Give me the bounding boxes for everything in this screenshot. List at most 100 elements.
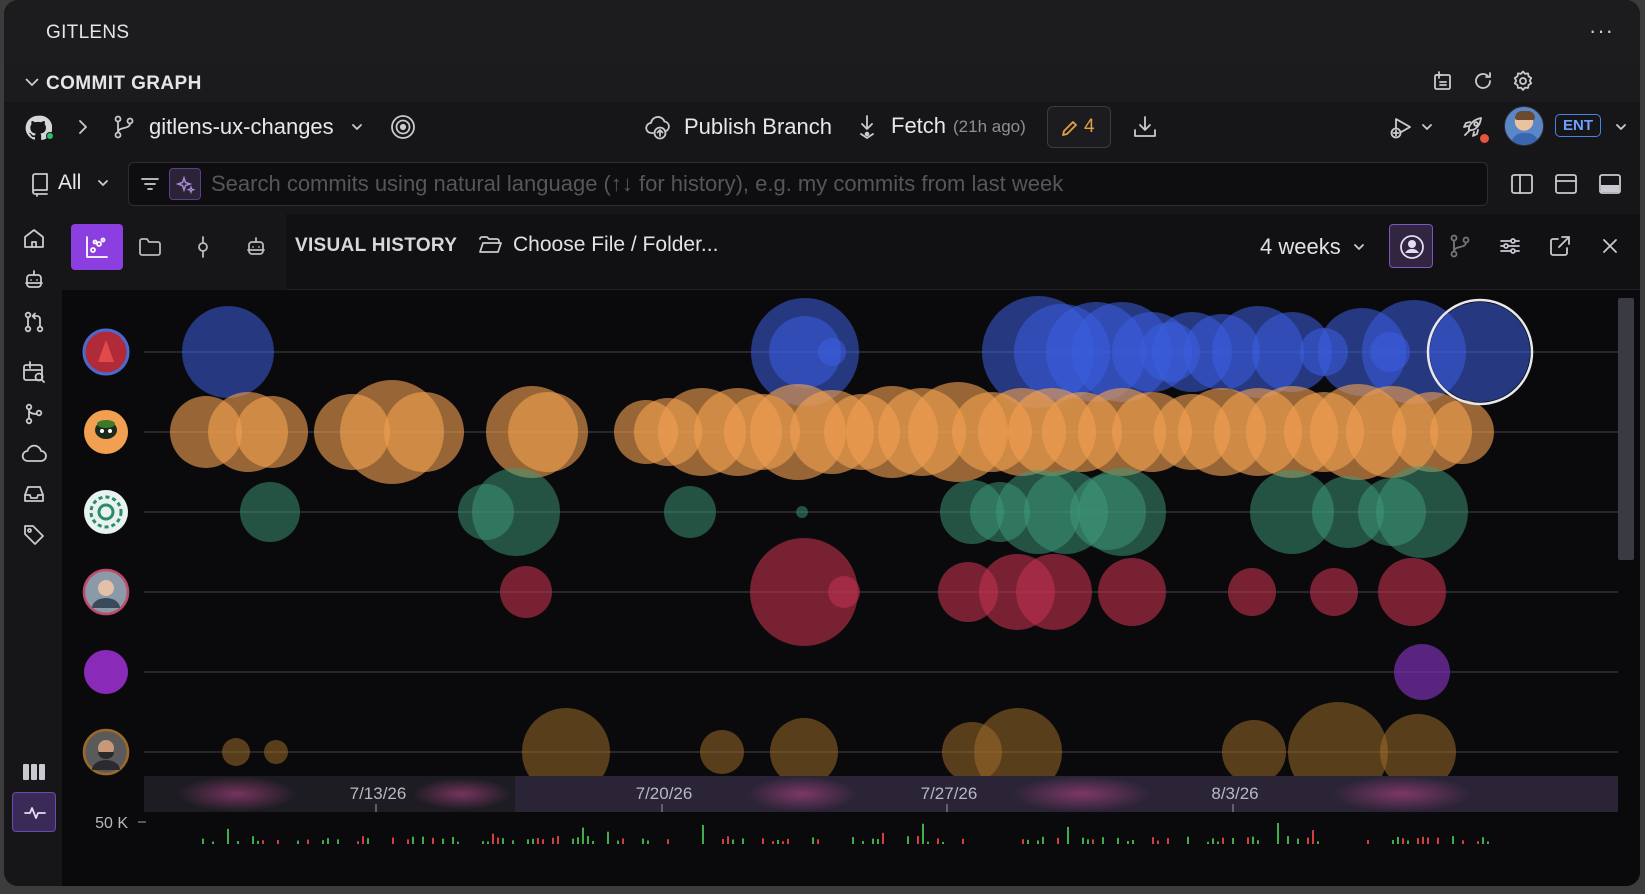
section-header[interactable]: COMMIT GRAPH (4, 64, 1640, 102)
layout-bottom-panel-icon[interactable] (1594, 168, 1626, 200)
author-avatar[interactable] (82, 568, 130, 616)
commit-bubble[interactable] (182, 306, 274, 398)
commit-bubble[interactable] (769, 316, 841, 388)
commit-bubble[interactable] (1394, 644, 1450, 700)
visual-history-chart[interactable]: 7/13/26 7/20/26 7/27/26 8/3/26 50 K (62, 290, 1640, 886)
commit-bubble[interactable] (700, 730, 744, 774)
github-icon[interactable] (20, 110, 56, 146)
home-icon[interactable] (18, 222, 50, 254)
commit-bubble[interactable] (522, 708, 610, 796)
volume-bar (922, 823, 924, 844)
commit-bubble[interactable] (664, 486, 716, 538)
commit-bubble[interactable] (222, 738, 250, 766)
commit-bubble[interactable] (818, 338, 846, 366)
target-icon[interactable] (386, 110, 420, 144)
visual-history-nav[interactable] (12, 792, 56, 832)
branch-name[interactable]: gitlens-ux-changes (149, 114, 334, 139)
commit-bubble[interactable] (236, 396, 308, 468)
ai-agent-icon[interactable] (18, 264, 50, 296)
commit-bubble[interactable] (240, 482, 300, 542)
chevron-down-icon[interactable] (22, 72, 42, 92)
commit-bubble[interactable] (1250, 470, 1334, 554)
more-actions-icon[interactable]: ··· (1589, 18, 1614, 43)
folder-open-icon[interactable] (476, 231, 504, 259)
ai-search-toggle[interactable] (169, 168, 201, 200)
group-by-author-toggle[interactable] (1389, 224, 1433, 268)
commit-bubble[interactable] (974, 708, 1062, 796)
author-avatar[interactable] (84, 410, 128, 454)
commit-bubble[interactable] (796, 506, 808, 518)
inspect-icon[interactable] (18, 356, 50, 388)
tab-ai-agent[interactable] (230, 224, 282, 270)
chevron-down-icon[interactable] (1418, 118, 1436, 136)
tag-icon[interactable] (18, 518, 50, 550)
period-selector[interactable]: 4 weeks (1260, 234, 1341, 259)
rocket-icon[interactable] (1456, 110, 1490, 144)
commit-bubble[interactable] (1378, 558, 1446, 626)
commit-bubble[interactable] (750, 538, 858, 646)
volume-bar (882, 832, 884, 844)
layout-sidebar-icon[interactable] (1506, 168, 1538, 200)
commit-bubble[interactable] (1016, 554, 1092, 630)
fetch-icon[interactable] (852, 110, 882, 144)
commit-bubble[interactable] (500, 566, 552, 618)
commit-bubble[interactable] (1380, 714, 1456, 790)
scope-selector[interactable]: All (58, 171, 82, 194)
tab-visual-history[interactable] (71, 224, 123, 270)
launchpad-icon[interactable] (1384, 110, 1418, 144)
adjust-settings-icon[interactable] (1494, 230, 1526, 262)
chevron-down-icon[interactable] (94, 174, 112, 192)
commit-bubble[interactable] (770, 718, 838, 786)
commit-bubble[interactable] (384, 392, 464, 472)
open-external-icon[interactable] (1544, 230, 1576, 262)
fetch-button[interactable]: Fetch (891, 113, 947, 138)
commit-bubble[interactable] (1222, 720, 1286, 784)
commit-bubble[interactable] (1430, 400, 1494, 464)
panel-columns-icon[interactable] (18, 758, 50, 786)
commit-bubble[interactable] (1376, 466, 1468, 558)
author-avatar[interactable] (84, 650, 128, 694)
search-box[interactable] (128, 162, 1488, 206)
commit-bubble[interactable] (1310, 568, 1358, 616)
chevron-down-icon[interactable] (348, 118, 366, 136)
commit-bubble[interactable] (1228, 568, 1276, 616)
new-worktree-icon[interactable] (1428, 66, 1458, 96)
tab-commit[interactable] (177, 224, 229, 270)
notification-dot (1480, 134, 1489, 143)
author-avatar[interactable] (82, 328, 130, 376)
commit-bubble[interactable] (1098, 558, 1166, 626)
close-icon[interactable] (1594, 230, 1626, 262)
vertical-scrollbar[interactable] (1618, 298, 1634, 560)
selected-commit-ring[interactable] (1426, 298, 1534, 406)
user-avatar[interactable] (1504, 106, 1544, 146)
chevron-down-icon[interactable] (1350, 238, 1368, 256)
chevron-down-icon[interactable] (1612, 118, 1630, 136)
tab-file-history[interactable] (124, 224, 176, 270)
commit-bubble[interactable] (1430, 302, 1530, 402)
cloud-icon[interactable] (18, 438, 50, 470)
filter-icon[interactable] (137, 171, 163, 197)
cloud-upload-icon[interactable] (644, 110, 674, 144)
plan-badge[interactable]: ENT (1555, 114, 1601, 137)
author-avatar[interactable] (82, 728, 130, 776)
inbox-icon[interactable] (18, 478, 50, 510)
commit-bubble[interactable] (508, 392, 588, 472)
working-changes-button[interactable]: 4 (1047, 106, 1111, 148)
choose-file-folder-button[interactable]: Choose File / Folder... (513, 233, 719, 256)
author-avatar[interactable] (84, 490, 128, 534)
layout-panel-icon[interactable] (1550, 168, 1582, 200)
source-control-icon[interactable] (18, 398, 50, 430)
folder-icon (139, 238, 161, 256)
commit-bubble[interactable] (264, 740, 288, 764)
publish-branch-button[interactable]: Publish Branch (684, 114, 832, 139)
download-icon[interactable] (1128, 110, 1162, 144)
commit-bubble[interactable] (828, 576, 860, 608)
commit-bubble[interactable] (472, 468, 560, 556)
pull-request-icon[interactable] (18, 306, 50, 338)
commit-bubbles[interactable] (170, 296, 1530, 802)
settings-gear-icon[interactable] (1508, 66, 1538, 96)
refresh-icon[interactable] (1468, 66, 1498, 96)
branch-filter-icon[interactable] (1444, 230, 1476, 262)
search-input[interactable] (211, 169, 1471, 199)
commit-bubble[interactable] (1078, 468, 1166, 556)
